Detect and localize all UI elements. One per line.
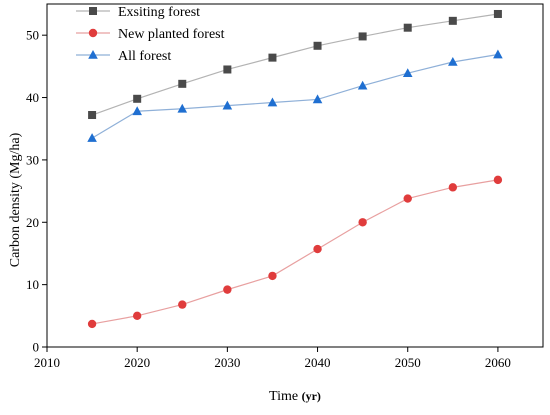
series-2-point-6 [357,80,368,90]
y-tick-label-4: 40 [26,90,39,105]
series-2-point-0 [87,133,97,142]
x-tick-label-4: 2050 [395,355,421,370]
legend-marker-2 [88,50,98,59]
x-tick-label-5: 2060 [485,355,511,370]
series-1-point-8 [448,183,458,192]
y-tick-label-5: 50 [26,28,39,43]
series-2-point-8 [448,56,458,66]
series-0-point-6 [358,32,367,41]
series-2-point-5 [312,94,323,104]
series-0-point-1 [133,94,142,103]
legend-item-2: All forest [76,49,171,64]
series-2-point-7 [402,68,413,78]
series-0-point-2 [178,79,187,88]
y-tick-label-2: 20 [26,215,39,230]
series-1-point-6 [358,218,367,227]
series-1-point-0 [87,319,97,329]
series-1-point-3 [223,285,232,294]
series-1-point-1 [132,311,142,321]
series-0 [88,9,502,120]
series-2 [87,49,503,142]
x-tick-label-2: 2030 [214,355,240,370]
legend: Exsiting forest New planted forest All for… [76,5,225,64]
y-axis-title: Carbon density (Mg/ha) [8,132,23,267]
series-1-point-7 [403,194,412,203]
legend-label-0: Exsiting forest [118,5,200,20]
plot-frame [46,3,544,348]
series-0-line [91,13,498,116]
y-tick-label-3: 30 [26,152,39,167]
x-tick-label-1: 2020 [124,355,150,370]
x-tick-label-3: 2040 [305,355,331,370]
series-1-point-4 [268,271,277,281]
series-2-point-4 [267,97,278,107]
series-0-point-3 [223,65,232,74]
series-0-point-4 [268,53,277,62]
series-1-point-9 [493,175,503,185]
x-axis-title: Time (yr) [269,389,321,404]
series-layer [87,9,503,329]
series-1-point-2 [178,300,187,309]
series-0-point-0 [88,111,97,120]
y-tick-label-1: 10 [26,277,39,292]
legend-label-1: New planted forest [118,27,225,42]
y-tick-label-0: 0 [33,340,40,355]
x-axis-title-unit: (yr) [302,389,321,403]
series-2-line [91,53,499,139]
series-0-point-8 [448,16,457,25]
series-0-point-5 [313,41,322,50]
series-2-point-3 [222,100,233,110]
series-0-point-9 [493,9,502,18]
series-0-point-7 [403,23,412,32]
legend-item-0: Exsiting forest [76,5,200,20]
series-2-point-9 [493,49,503,59]
legend-item-1: New planted forest [76,27,225,42]
legend-label-2: All forest [118,49,171,64]
series-2-point-2 [177,103,188,113]
series-2-point-1 [132,106,142,116]
series-1-line [91,179,499,325]
series-1 [87,175,503,329]
series-1-point-5 [313,244,322,254]
x-tick-label-0: 2010 [34,355,60,370]
legend-marker-1 [88,28,98,38]
legend-marker-0 [89,7,97,15]
x-axis-title-text: Time [269,389,298,404]
